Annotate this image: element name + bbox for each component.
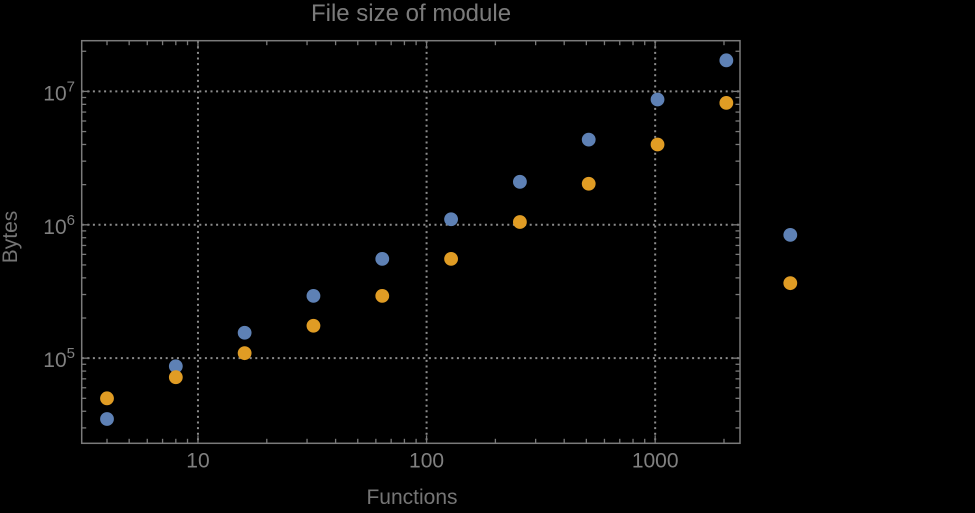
data-point-blue-512: [581, 132, 596, 147]
data-point-orange-16: [237, 346, 252, 361]
plot-frame: [80, 39, 741, 445]
data-point-orange-512: [581, 176, 596, 191]
data-point-blue-4: [100, 412, 114, 426]
axis-ticks: [81, 40, 740, 444]
gridlines: [81, 40, 740, 444]
data-point-blue-3900: [783, 227, 798, 242]
data-point-orange-2048: [719, 96, 734, 110]
data-point-blue-1024: [650, 92, 665, 107]
data-point-orange-8: [168, 370, 183, 385]
y-tick-label: 106: [43, 212, 75, 239]
y-tick-label: 107: [43, 78, 75, 105]
data-point-blue-32: [306, 288, 321, 303]
x-tick-label: 100: [409, 450, 444, 473]
data-point-blue-8: [168, 359, 183, 374]
data-point-blue-16: [237, 325, 252, 340]
x-tick-label: 1000: [632, 450, 679, 473]
data-point-blue-128: [444, 212, 458, 227]
x-axis-label: Functions: [366, 486, 458, 509]
x-tick-label: 10: [186, 450, 209, 473]
data-point-orange-3900: [783, 276, 798, 291]
data-point-orange-128: [444, 251, 458, 266]
y-tick-label: 105: [43, 345, 75, 372]
chart-title: File size of module: [310, 0, 512, 27]
data-point-blue-64: [375, 251, 390, 266]
data-point-orange-1024: [650, 137, 665, 152]
data-point-orange-256: [512, 215, 527, 229]
data-point-orange-32: [306, 318, 321, 333]
data-point-blue-256: [512, 174, 527, 189]
series-blue: [100, 53, 798, 426]
data-point-blue-2048: [719, 53, 734, 68]
series-orange: [100, 96, 798, 406]
data-point-orange-64: [375, 288, 390, 303]
tick-labels: 10 100 1000 105 106 107: [43, 78, 678, 472]
data-point-orange-4: [100, 391, 114, 406]
